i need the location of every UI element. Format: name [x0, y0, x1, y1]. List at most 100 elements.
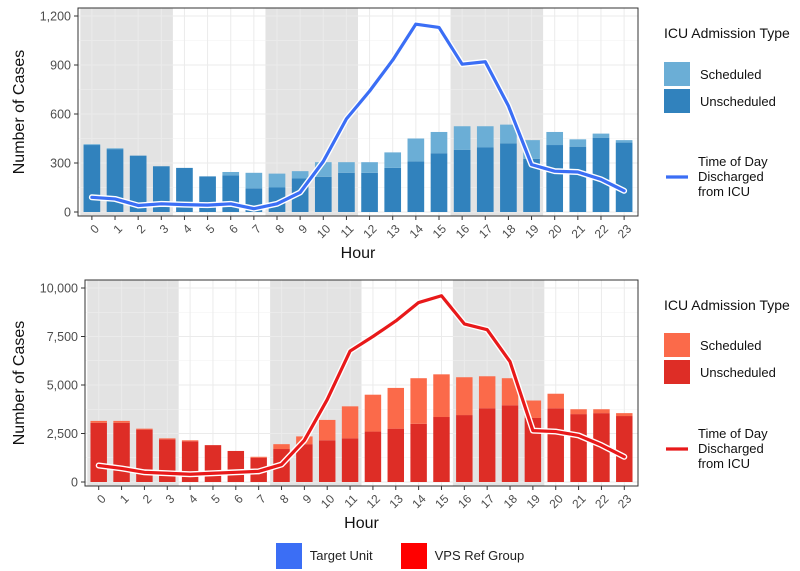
- x-tick-label: 8: [277, 492, 292, 507]
- x-tick-label: 7: [249, 222, 264, 237]
- bar-unscheduled: [365, 432, 381, 482]
- bar-scheduled: [454, 126, 471, 150]
- bar-unscheduled: [315, 177, 332, 212]
- bar-unscheduled: [433, 417, 449, 482]
- bar-scheduled: [250, 457, 266, 458]
- x-tick-label: 7: [254, 492, 269, 507]
- x-tick-label: 1: [117, 492, 132, 507]
- x-tick-label: 21: [569, 222, 589, 242]
- y-tick-label: 1,200: [40, 10, 71, 24]
- bar-unscheduled: [342, 438, 358, 482]
- bar-unscheduled: [431, 153, 448, 212]
- bar-unscheduled: [228, 451, 244, 482]
- bar-scheduled: [222, 172, 239, 175]
- x-tick-label: 12: [364, 492, 384, 512]
- x-tick-label: 0: [87, 222, 102, 237]
- y-tick-label: 0: [71, 476, 78, 490]
- bar-unscheduled: [338, 173, 355, 212]
- x-tick-label: 2: [140, 492, 155, 507]
- chart-legend: ICU Admission Type Scheduled Unscheduled Ti…: [664, 297, 790, 471]
- bar-unscheduled: [384, 168, 401, 212]
- legend-item-vps-ref-group: VPS Ref Group: [401, 543, 525, 569]
- charts-canvas: 03006009001,2000 1 2 3 4 5 6 7 8 9 10 11 12 13 14 15 16 1…: [0, 0, 800, 540]
- x-tick-label: 15: [430, 222, 450, 242]
- bar-scheduled: [479, 376, 495, 408]
- bar-scheduled: [410, 378, 426, 424]
- x-tick-label: 17: [476, 222, 496, 242]
- x-tick-label: 5: [203, 222, 218, 237]
- legend-label-unscheduled: Unscheduled: [700, 94, 776, 109]
- x-axis-title: Hour: [344, 515, 379, 532]
- bar-scheduled: [477, 126, 494, 147]
- x-tick-label: 4: [186, 492, 201, 507]
- x-tick-label: 9: [300, 492, 315, 507]
- x-tick-label: 11: [341, 492, 360, 511]
- x-tick-label: 3: [157, 222, 172, 237]
- bar-unscheduled: [456, 415, 472, 482]
- bar-unscheduled: [479, 408, 495, 482]
- x-tick-label: 15: [432, 492, 452, 512]
- bar-scheduled: [182, 440, 198, 441]
- x-tick-label: 6: [231, 492, 246, 507]
- target-unit-swatch: [276, 543, 302, 569]
- legend-swatch-scheduled: [664, 333, 690, 357]
- y-tick-label: 300: [50, 157, 71, 171]
- bar-unscheduled: [500, 143, 517, 212]
- x-tick-label: 20: [546, 492, 566, 512]
- bar-scheduled: [159, 438, 175, 439]
- y-tick-label: 2,500: [47, 427, 78, 441]
- legend-label-line: Time of Day: [698, 426, 768, 441]
- y-tick-label: 7,500: [47, 330, 78, 344]
- x-tick-label: 23: [615, 492, 635, 512]
- bar-unscheduled: [90, 423, 106, 482]
- bar-unscheduled: [361, 173, 378, 212]
- bar-unscheduled: [477, 147, 494, 212]
- bar-scheduled: [136, 429, 152, 430]
- x-tick-label: 9: [296, 222, 311, 237]
- legend-item-target-unit: Target Unit: [276, 543, 373, 569]
- x-tick-label: 4: [180, 222, 195, 237]
- x-axis-title: Hour: [341, 245, 376, 262]
- bar-unscheduled: [454, 150, 471, 212]
- y-tick-label: 0: [64, 206, 71, 220]
- bar-unscheduled: [570, 147, 587, 212]
- x-tick-label: 17: [478, 492, 498, 512]
- bar-unscheduled: [408, 161, 425, 212]
- bar-scheduled: [570, 409, 586, 414]
- vps-ref-group-swatch: [401, 543, 427, 569]
- bar-scheduled: [273, 444, 289, 449]
- x-tick-label: 20: [545, 222, 565, 242]
- bar-scheduled: [548, 394, 564, 409]
- x-tick-label: 23: [615, 222, 635, 242]
- target-unit-label: Target Unit: [310, 548, 373, 563]
- figure-root: 0 300 600 900 1,200 0 1 2 3 4 5 6 7 8 9 10 11 12 13 14 15 16 1…: [0, 0, 800, 571]
- legend-label-line: Time of Day: [698, 154, 768, 169]
- x-tick-label: 22: [592, 492, 612, 512]
- legend-label-unscheduled: Unscheduled: [700, 365, 776, 380]
- legend-title: ICU Admission Type: [664, 297, 790, 313]
- x-tick-label: 10: [314, 222, 334, 242]
- bar-scheduled: [338, 162, 355, 173]
- legend-label-line: Discharged: [698, 169, 764, 184]
- bar-scheduled: [319, 420, 335, 440]
- bar-scheduled: [456, 377, 472, 415]
- bar-scheduled: [90, 421, 106, 423]
- bar-scheduled: [593, 134, 610, 138]
- bar-unscheduled: [570, 414, 586, 482]
- y-tick-label: 600: [50, 108, 71, 122]
- x-tick-label: 19: [522, 222, 542, 242]
- bar-scheduled: [593, 409, 609, 413]
- y-tick-label: 10,000: [40, 282, 78, 296]
- x-tick-label: 8: [272, 222, 287, 237]
- vps-ref-group-label: VPS Ref Group: [435, 548, 525, 563]
- legend-label-line: Discharged: [698, 441, 764, 456]
- bar-scheduled: [365, 395, 381, 432]
- bar-unscheduled: [616, 416, 632, 482]
- x-tick-label: 16: [453, 222, 473, 242]
- x-tick-label: 22: [592, 222, 612, 242]
- bar-scheduled: [408, 139, 425, 162]
- bar-unscheduled: [502, 405, 518, 482]
- bar-scheduled: [269, 174, 286, 188]
